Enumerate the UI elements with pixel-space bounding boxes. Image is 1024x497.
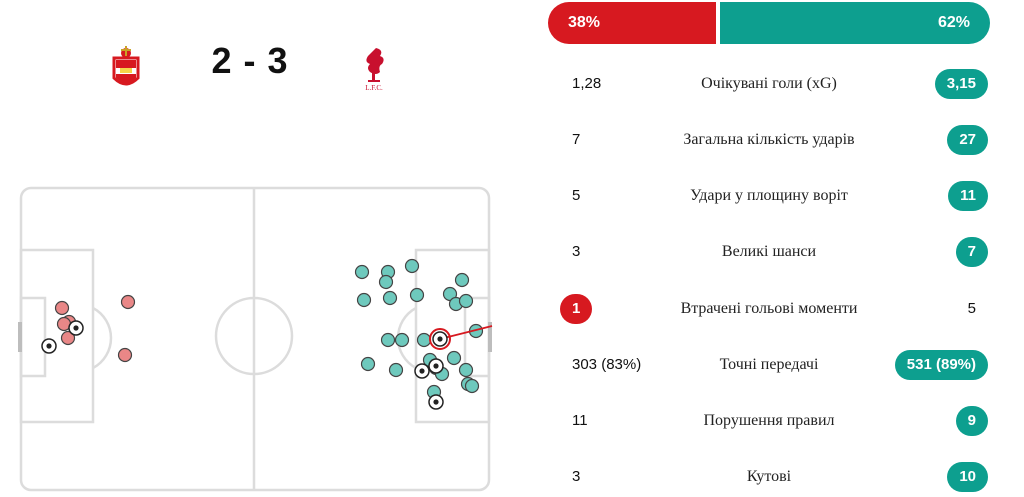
stat-label: Порушення правил bbox=[703, 412, 835, 429]
away-shot-marker[interactable] bbox=[458, 293, 474, 309]
away-goal bbox=[488, 322, 492, 352]
possession-home: 38% bbox=[548, 2, 716, 44]
stat-home-value: 7 bbox=[572, 131, 581, 148]
away-goal-ball-icon[interactable] bbox=[414, 363, 430, 379]
possession-bar[interactable]: 38% 62% bbox=[548, 2, 990, 44]
stat-label: Точні передачі bbox=[719, 356, 819, 373]
stat-row-big-chances-missed[interactable]: 1 Втрачені гольові моменти 5 bbox=[548, 293, 990, 325]
home-penalty-arc bbox=[92, 306, 113, 370]
away-shot-marker[interactable] bbox=[464, 378, 480, 394]
away-shot-marker[interactable] bbox=[458, 362, 474, 378]
away-shot-marker[interactable] bbox=[394, 332, 410, 348]
away-goal-ball-icon[interactable] bbox=[432, 331, 448, 347]
stat-away-value: 27 bbox=[947, 124, 988, 156]
away-shot-marker[interactable] bbox=[416, 332, 432, 348]
stat-label: Втрачені гольові моменти bbox=[680, 300, 858, 317]
away-shot-marker[interactable] bbox=[356, 292, 372, 308]
stat-home-value: 5 bbox=[572, 187, 581, 204]
match-score: 2 - 3 bbox=[211, 40, 289, 81]
stat-home-value: 1 bbox=[560, 293, 593, 325]
shot-map bbox=[18, 186, 493, 492]
stat-away-value: 9 bbox=[955, 405, 988, 437]
stat-row-xg[interactable]: 1,28 Очікувані голи (xG) 3,15 bbox=[548, 68, 990, 100]
home-shot-marker[interactable] bbox=[60, 330, 76, 346]
away-team-crest-icon[interactable]: L.F.C. bbox=[354, 44, 394, 92]
away-shot-marker[interactable] bbox=[409, 287, 425, 303]
stat-row-fouls[interactable]: 11 Порушення правил 9 bbox=[548, 405, 990, 437]
stat-label: Загальна кількість ударів bbox=[683, 131, 855, 148]
stat-away-value: 10 bbox=[947, 461, 988, 493]
away-goal-ball-icon[interactable] bbox=[428, 358, 444, 374]
home-goal-ball-icon[interactable] bbox=[68, 320, 84, 336]
home-shot-marker[interactable] bbox=[54, 300, 70, 316]
possession-away: 62% bbox=[720, 2, 990, 44]
stat-row-corners[interactable]: 3 Кутові 10 bbox=[548, 461, 990, 493]
away-shot-marker[interactable] bbox=[382, 290, 398, 306]
away-shot-marker[interactable] bbox=[454, 272, 470, 288]
selected-shot-ring bbox=[429, 328, 451, 350]
selected-shot-trajectory bbox=[439, 325, 493, 340]
away-shot-marker[interactable] bbox=[380, 332, 396, 348]
away-crest-text: L.F.C. bbox=[365, 84, 383, 92]
stat-home-value: 1,28 bbox=[572, 75, 602, 92]
home-shot-marker[interactable] bbox=[117, 347, 133, 363]
stat-label: Удари у площину воріт bbox=[690, 187, 848, 204]
stat-row-shots-on-target[interactable]: 5 Удари у площину воріт 11 bbox=[548, 180, 990, 212]
home-team-crest-icon[interactable] bbox=[106, 44, 146, 92]
away-shot-marker[interactable] bbox=[378, 274, 394, 290]
away-shot-marker[interactable] bbox=[446, 350, 462, 366]
home-goal bbox=[18, 322, 22, 352]
stat-home-value: 3 bbox=[572, 243, 581, 260]
away-shot-marker[interactable] bbox=[388, 362, 404, 378]
stat-row-accurate-passes[interactable]: 303 (83%) Точні передачі 531 (89%) bbox=[548, 349, 990, 381]
stat-label: Великі шанси bbox=[721, 243, 817, 260]
stat-away-value: 3,15 bbox=[934, 68, 988, 100]
home-six-yard-box bbox=[19, 296, 47, 378]
stat-home-value: 3 bbox=[572, 468, 581, 485]
stat-label: Кутові bbox=[746, 468, 792, 485]
shot-markers bbox=[41, 258, 493, 410]
score-header: 2 - 3 L.F.C. bbox=[0, 0, 510, 150]
away-shot-marker[interactable] bbox=[360, 356, 376, 372]
stat-away-value: 11 bbox=[948, 180, 988, 212]
stat-row-total-shots[interactable]: 7 Загальна кількість ударів 27 bbox=[548, 124, 990, 156]
stat-label: Очікувані голи (xG) bbox=[701, 75, 837, 92]
stat-away-value: 5 bbox=[967, 300, 976, 317]
center-circle bbox=[214, 296, 294, 376]
home-penalty-box bbox=[19, 248, 95, 424]
stat-away-value: 7 bbox=[955, 236, 988, 268]
match-stats-panel: 38% 62% 1,28 Очікувані голи (xG) 3,15 7 … bbox=[548, 0, 990, 497]
away-shot-marker[interactable] bbox=[404, 258, 420, 274]
stat-row-big-chances[interactable]: 3 Великі шанси 7 bbox=[548, 236, 990, 268]
away-shot-marker[interactable] bbox=[354, 264, 370, 280]
home-shot-marker[interactable] bbox=[120, 294, 136, 310]
pitch-svg bbox=[18, 186, 493, 492]
stat-away-value: 531 (89%) bbox=[894, 349, 988, 381]
stat-home-value: 11 bbox=[572, 412, 588, 429]
stat-home-value: 303 (83%) bbox=[572, 356, 642, 373]
away-goal-ball-icon[interactable] bbox=[428, 394, 444, 410]
home-goal-ball-icon[interactable] bbox=[41, 338, 57, 354]
